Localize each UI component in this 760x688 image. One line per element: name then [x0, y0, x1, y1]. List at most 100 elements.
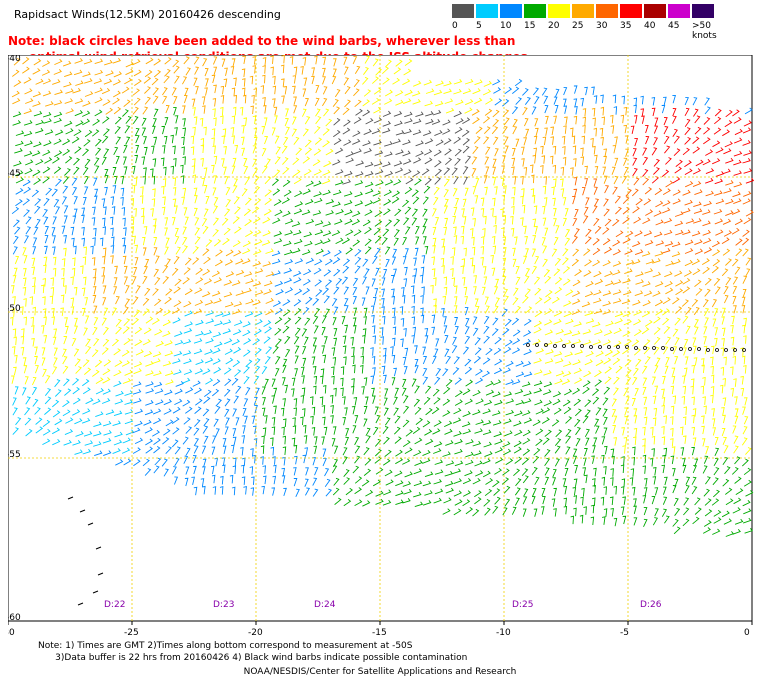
wind-barb [161, 458, 168, 467]
wind-barb [425, 407, 433, 416]
wind-barb [54, 58, 63, 66]
wind-barb [454, 399, 463, 406]
wind-barb [132, 276, 137, 285]
wind-barb [431, 256, 436, 265]
wind-barb [300, 416, 304, 426]
wind-barb [732, 529, 741, 535]
wind-barb [621, 298, 631, 305]
wind-barb [354, 99, 362, 108]
wind-barb [563, 86, 568, 96]
wind-barb [610, 477, 614, 486]
wind-barb [443, 88, 452, 95]
wind-barb [12, 407, 18, 416]
wind-barb [582, 215, 589, 224]
wind-barb [333, 268, 341, 277]
wind-barb [332, 487, 340, 496]
wind-barb [334, 249, 342, 257]
wind-barb [573, 321, 582, 327]
wind-barb [65, 108, 74, 114]
wind-barb [43, 316, 47, 326]
wind-barb [702, 158, 711, 166]
wind-barb [719, 384, 724, 394]
wind-barb [125, 136, 131, 145]
wind-barb [22, 357, 27, 366]
wind-barb [50, 277, 54, 286]
wind-barb [522, 398, 532, 404]
time-label: D:22 [104, 600, 125, 610]
wind-barb [64, 71, 73, 78]
wind-barb [193, 77, 198, 86]
wind-barb [393, 67, 402, 75]
wind-barb [715, 229, 724, 236]
wind-barb [154, 457, 162, 466]
wind-barb [735, 488, 744, 495]
wind-barb [734, 408, 739, 417]
wind-barb [272, 345, 279, 354]
wind-barb [232, 408, 237, 417]
wind-barb [730, 387, 735, 397]
wind-barb [593, 186, 598, 195]
wind-barb [142, 275, 148, 285]
wind-barb [325, 279, 333, 287]
wind-barb [393, 110, 403, 117]
wind-barb [372, 58, 379, 67]
wind-barb [602, 339, 611, 346]
wind-barb [629, 477, 634, 486]
wind-barb [624, 407, 628, 416]
wind-barb [94, 97, 103, 104]
wind-barb [152, 125, 156, 135]
wind-barb [203, 435, 209, 444]
wind-barb [165, 370, 174, 377]
wind-barb [643, 478, 648, 487]
wind-barb [663, 346, 669, 355]
wind-barb [394, 436, 402, 444]
wind-barb [554, 458, 560, 467]
wind-barb [83, 139, 91, 147]
wind-barb [94, 69, 104, 76]
wind-barb [74, 418, 83, 425]
wind-barb [602, 309, 612, 315]
wind-barb [124, 399, 133, 405]
wind-barb [393, 218, 401, 227]
wind-barb [544, 429, 552, 437]
wind-barb [145, 388, 155, 394]
wind-barb [462, 388, 471, 396]
wind-barb [591, 497, 596, 507]
wind-barb [721, 337, 725, 347]
wind-barb [31, 189, 40, 198]
wind-barb [541, 87, 548, 96]
wind-barb [475, 305, 480, 315]
wind-barb [113, 71, 122, 78]
wind-barb [742, 499, 751, 507]
wind-barb [83, 431, 93, 437]
wind-barb [561, 135, 566, 145]
wind-barb [241, 147, 246, 157]
wind-barb [654, 508, 659, 517]
wind-barb [41, 347, 46, 356]
wind-barb [413, 480, 423, 487]
wind-barb [462, 499, 471, 507]
wind-barb [361, 334, 366, 344]
wind-barb [723, 188, 732, 194]
wind-barb [384, 151, 393, 157]
wind-barb [511, 157, 516, 167]
wind-barb [302, 424, 307, 434]
wind-barb [514, 456, 522, 464]
wind-barb [554, 438, 562, 446]
wind-barb [711, 265, 719, 274]
wind-barb [155, 399, 164, 406]
wind-barb [302, 278, 311, 286]
wind-barb [672, 176, 681, 184]
wind-barb [493, 215, 497, 225]
wind-barb [212, 98, 217, 107]
wind-barb [652, 290, 661, 297]
wind-barb [42, 149, 51, 156]
wind-barb [370, 305, 375, 314]
wind-barb [70, 276, 74, 285]
wind-barb [483, 441, 492, 448]
wind-barb [342, 345, 347, 354]
wind-barb [603, 198, 609, 207]
wind-barb [542, 205, 546, 215]
wind-barb [410, 285, 415, 294]
wind-barb [544, 358, 554, 364]
